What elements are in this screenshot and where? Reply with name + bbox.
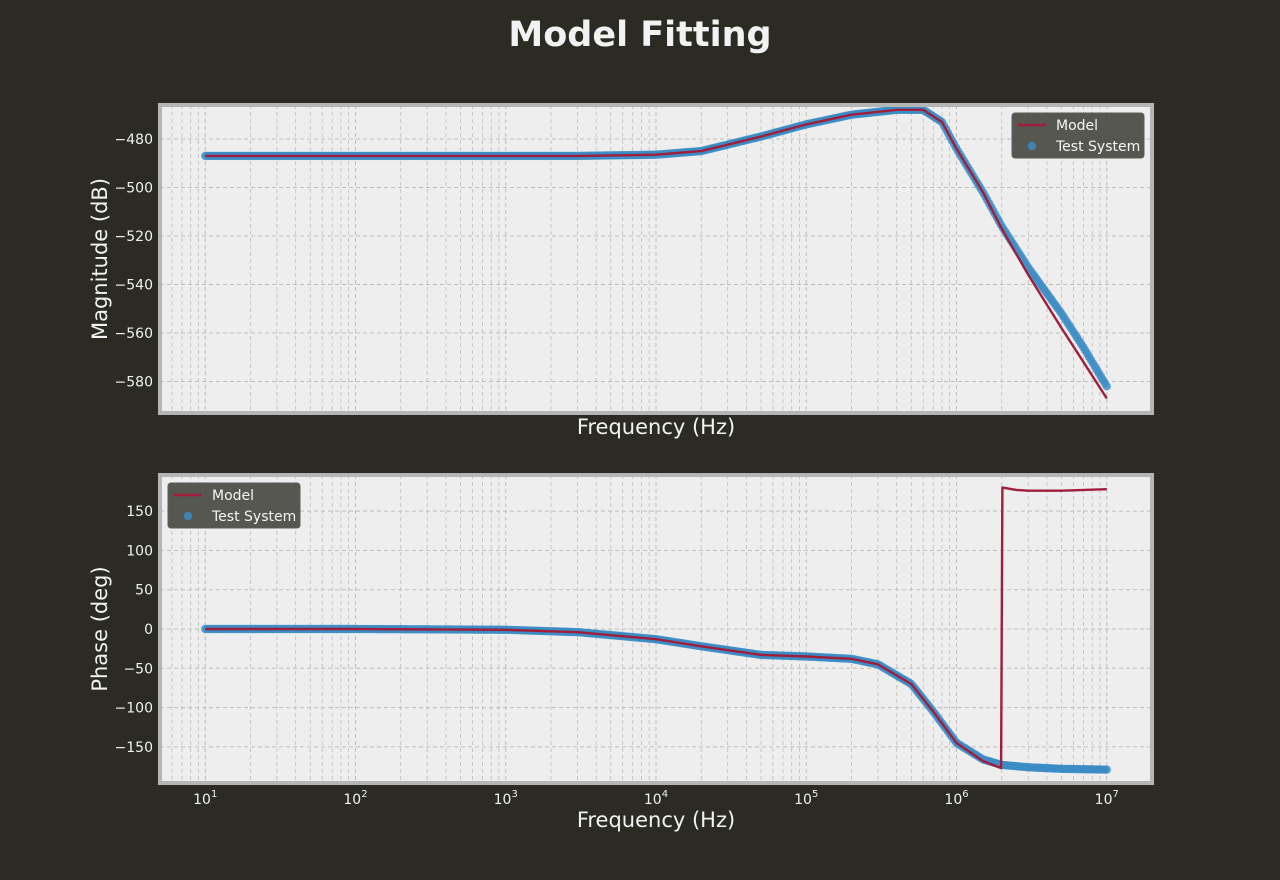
x-tick-exponent: 6 xyxy=(962,789,968,800)
phase-x-tick-label: 105 xyxy=(794,789,818,808)
phase-y-tick-label: −150 xyxy=(115,740,153,756)
x-tick-base: 10 xyxy=(944,792,962,808)
phase-x-tick-label: 106 xyxy=(944,789,968,808)
x-tick-base: 10 xyxy=(644,792,662,808)
magnitude-axes: −480 −500 −520 −540 −560 −580 Frequency (Hz) Ma… xyxy=(88,105,1152,439)
phase-legend: Model Test System xyxy=(168,483,300,528)
magnitude-test-system-point xyxy=(1103,382,1111,390)
phase-y-tick-label: 100 xyxy=(126,543,153,559)
magnitude-y-tick-label: −480 xyxy=(115,132,153,148)
phase-y-tick-label: −50 xyxy=(123,661,153,677)
x-tick-exponent: 3 xyxy=(511,789,517,800)
x-tick-exponent: 1 xyxy=(211,789,217,800)
x-tick-exponent: 5 xyxy=(812,789,818,800)
phase-y-tick-label: −100 xyxy=(115,701,153,717)
x-tick-base: 10 xyxy=(343,792,361,808)
phase-y-axis-title: Phase (deg) xyxy=(88,566,112,691)
magnitude-y-axis-title: Magnitude (dB) xyxy=(88,178,112,340)
magnitude-y-tick-label: −560 xyxy=(115,326,153,342)
magnitude-legend: Model Test System xyxy=(1012,113,1144,158)
x-tick-base: 10 xyxy=(1095,792,1113,808)
phase-x-tick-label: 107 xyxy=(1095,789,1119,808)
magnitude-y-tick-label: −540 xyxy=(115,277,153,293)
x-tick-base: 10 xyxy=(494,792,512,808)
phase-x-axis-title: Frequency (Hz) xyxy=(577,808,735,832)
magnitude-legend-label: Model xyxy=(1056,118,1098,134)
phase-legend-label: Model xyxy=(212,488,254,504)
x-tick-exponent: 4 xyxy=(662,789,668,800)
phase-x-tick-label: 103 xyxy=(494,789,518,808)
magnitude-legend-label: Test System xyxy=(1055,139,1140,155)
magnitude-legend-test-system-swatch xyxy=(1028,142,1036,150)
phase-x-tick-label: 104 xyxy=(644,789,668,808)
x-tick-base: 10 xyxy=(193,792,211,808)
x-tick-exponent: 7 xyxy=(1112,789,1118,800)
phase-y-tick-label: 50 xyxy=(135,583,153,599)
phase-test-system-point xyxy=(1103,765,1111,773)
phase-legend-test-system-swatch xyxy=(184,512,192,520)
x-tick-exponent: 2 xyxy=(361,789,367,800)
figure-title: Model Fitting xyxy=(508,15,771,55)
phase-y-tick-label: 150 xyxy=(126,504,153,520)
phase-legend-label: Test System xyxy=(211,509,296,525)
phase-x-tick-label: 102 xyxy=(343,789,367,808)
magnitude-y-tick-label: −520 xyxy=(115,229,153,245)
magnitude-y-tick-label: −580 xyxy=(115,374,153,390)
magnitude-y-tick-label: −500 xyxy=(115,180,153,196)
magnitude-x-axis-title: Frequency (Hz) xyxy=(577,415,735,439)
x-tick-base: 10 xyxy=(794,792,812,808)
phase-y-tick-label: 0 xyxy=(144,622,153,638)
phase-x-tick-label: 101 xyxy=(193,789,217,808)
